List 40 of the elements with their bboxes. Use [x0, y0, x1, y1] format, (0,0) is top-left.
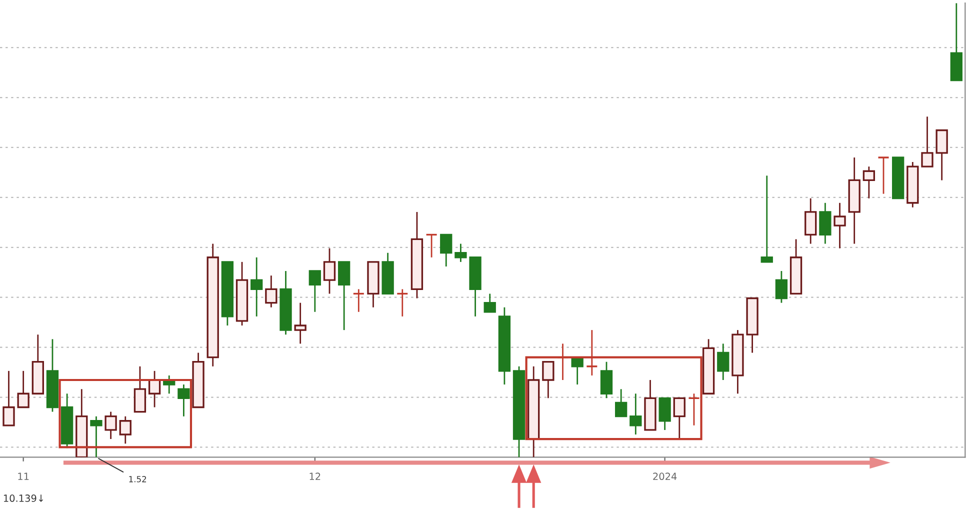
candlestick — [17, 370, 30, 408]
candlestick — [630, 392, 642, 436]
candlestick — [454, 243, 467, 263]
candlestick — [90, 416, 102, 458]
candlestick — [352, 288, 365, 313]
candlestick — [921, 116, 934, 168]
candlestick — [819, 202, 832, 244]
text: 1.52 — [129, 476, 146, 482]
candlestick — [338, 261, 350, 331]
candlestick — [936, 129, 948, 181]
candlestick — [877, 156, 890, 195]
candlestick — [396, 288, 408, 318]
candlestick — [178, 384, 190, 418]
x-tick-label: 11 — [18, 472, 29, 480]
x-tick-label: 2024 — [653, 472, 677, 480]
text: 10.139↓ — [4, 494, 44, 502]
candlestick — [119, 416, 132, 444]
candlestick — [834, 202, 846, 250]
candlestick — [658, 397, 671, 431]
candlestick — [104, 411, 117, 440]
candlestick — [250, 256, 263, 318]
candlestick — [323, 248, 336, 294]
candlestick — [265, 274, 278, 308]
candlestick — [673, 397, 686, 440]
candlestick — [775, 270, 788, 304]
candlestick — [440, 234, 452, 268]
candlestick — [134, 366, 146, 413]
candlestick — [862, 166, 876, 200]
candlestick — [484, 293, 496, 313]
candlestick — [294, 302, 306, 344]
candlestick — [760, 174, 773, 263]
candlestick — [542, 361, 554, 399]
candlestick — [600, 361, 613, 399]
candlestick — [425, 234, 438, 258]
candlestick — [614, 388, 628, 418]
candlestick — [717, 342, 730, 381]
candlestick — [804, 198, 817, 244]
x-tick-label: 12 — [310, 472, 320, 480]
candlestick — [2, 370, 15, 426]
candlestick — [308, 270, 321, 313]
